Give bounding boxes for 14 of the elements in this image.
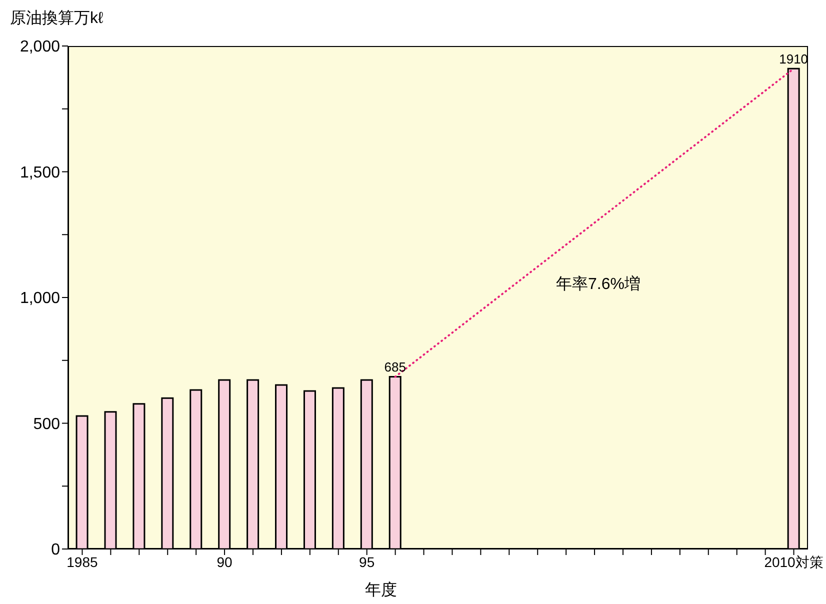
- data-label: 1910: [779, 52, 808, 67]
- x-tick-label: 90: [216, 554, 233, 570]
- x-tick-label: 1985: [66, 554, 98, 570]
- annotation: 年率7.6%増: [556, 274, 640, 295]
- x-axis-title: 年度: [365, 580, 397, 601]
- x-tick-label: 95: [359, 554, 375, 570]
- y-tick-label: 1,000: [20, 290, 60, 308]
- y-tick-label: 500: [33, 416, 60, 433]
- y-tick-label: 0: [51, 542, 60, 559]
- y-tick-label: 1,500: [20, 164, 60, 182]
- data-label: 685: [384, 360, 406, 375]
- y-tick-label: 2,000: [20, 38, 60, 56]
- y-axis-title: 原油換算万kℓ: [10, 8, 104, 29]
- x-tick-label: 2010対策: [764, 554, 824, 570]
